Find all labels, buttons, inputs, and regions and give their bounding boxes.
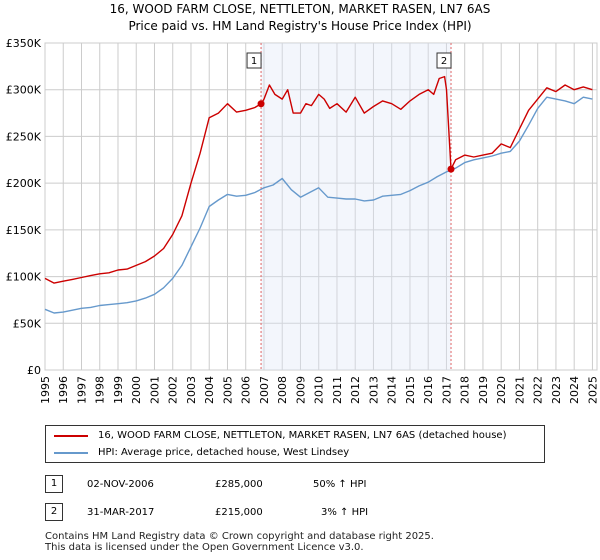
legend-swatch-hpi — [54, 452, 88, 454]
sale-marker-badge: 1 — [45, 475, 63, 493]
sale-point — [447, 165, 455, 173]
x-tick-label: 2016 — [422, 376, 435, 404]
y-tick-label: £200K — [6, 177, 42, 190]
x-tick-label: 2015 — [404, 376, 417, 404]
x-tick-label: 2017 — [440, 376, 453, 404]
x-tick-label: 1998 — [94, 376, 107, 404]
x-tick-label: 2024 — [568, 376, 581, 404]
x-tick-label: 2009 — [294, 376, 307, 404]
y-tick-label: £50K — [13, 317, 42, 330]
sale-hpi-diff: 50% ↑ HPI — [313, 479, 367, 490]
x-tick-label: 2001 — [148, 376, 161, 404]
sale-price: £285,000 — [215, 479, 263, 490]
y-tick-label: £250K — [6, 130, 42, 143]
sale-point — [257, 100, 265, 108]
x-tick-label: 2010 — [313, 376, 326, 404]
x-tick-label: 2020 — [495, 376, 508, 404]
price-chart: £0 £50K £100K £150K £200K £250K £300K £350K 1995… — [6, 37, 600, 404]
y-tick-label: £0 — [27, 364, 41, 377]
x-tick-label: 2007 — [258, 376, 271, 404]
x-tick-label: 2012 — [349, 376, 362, 404]
footer-licence: This data is licensed under the Open Gov… — [45, 542, 364, 553]
chart-subtitle: Price paid vs. HM Land Registry's House … — [128, 19, 472, 33]
sale-marker-badge: 2 — [45, 503, 63, 521]
plot-area — [44, 42, 598, 371]
x-tick-label: 2003 — [185, 376, 198, 404]
x-tick-label: 2000 — [130, 376, 143, 404]
x-tick-label: 1997 — [75, 376, 88, 404]
property-series-line — [44, 75, 593, 284]
x-tick-label: 1995 — [39, 376, 52, 404]
sale-label-box — [436, 52, 452, 69]
x-tick-label: 2021 — [513, 376, 526, 404]
sale-hpi-diff: 3% ↑ HPI — [321, 507, 369, 518]
sale-price: £215,000 — [215, 507, 263, 518]
x-tick-label: 2002 — [167, 376, 180, 404]
x-tick-label: 2018 — [459, 376, 472, 404]
sale-label-text: 1 — [251, 56, 257, 67]
sale-label-text: 2 — [441, 56, 447, 67]
legend-label-property: 16, WOOD FARM CLOSE, NETTLETON, MARKET R… — [98, 430, 507, 441]
x-tick-label: 2011 — [331, 376, 344, 404]
x-tick-label: 1999 — [112, 376, 125, 404]
x-tick-label: 1996 — [57, 376, 70, 404]
x-tick-label: 2022 — [532, 376, 545, 404]
x-tick-label: 2025 — [586, 376, 599, 404]
x-tick-label: 2006 — [240, 376, 253, 404]
legend-label-hpi: HPI: Average price, detached house, West… — [98, 447, 350, 458]
x-tick-label: 2004 — [203, 376, 216, 404]
sale-date: 31-MAR-2017 — [87, 507, 155, 518]
sale-label-box — [246, 52, 262, 69]
sale-date: 02-NOV-2006 — [87, 479, 154, 490]
footer-copyright: Contains HM Land Registry data © Crown c… — [45, 531, 434, 542]
x-tick-label: 2023 — [550, 376, 563, 404]
x-tick-label: 2019 — [477, 376, 490, 404]
y-tick-label: £300K — [6, 84, 42, 97]
x-tick-label: 2005 — [221, 376, 234, 404]
y-tick-label: £350K — [6, 37, 42, 50]
x-tick-label: 2008 — [276, 376, 289, 404]
y-tick-label: £100K — [6, 271, 42, 284]
chart-legend: 16, WOOD FARM CLOSE, NETTLETON, MARKET R… — [45, 425, 545, 463]
y-tick-label: £150K — [6, 224, 42, 237]
x-tick-label: 2013 — [367, 376, 380, 404]
hpi-series-line — [44, 96, 593, 314]
legend-swatch-property — [54, 435, 88, 437]
chart-title: 16, WOOD FARM CLOSE, NETTLETON, MARKET R… — [109, 2, 491, 16]
x-tick-label: 2014 — [386, 376, 399, 404]
